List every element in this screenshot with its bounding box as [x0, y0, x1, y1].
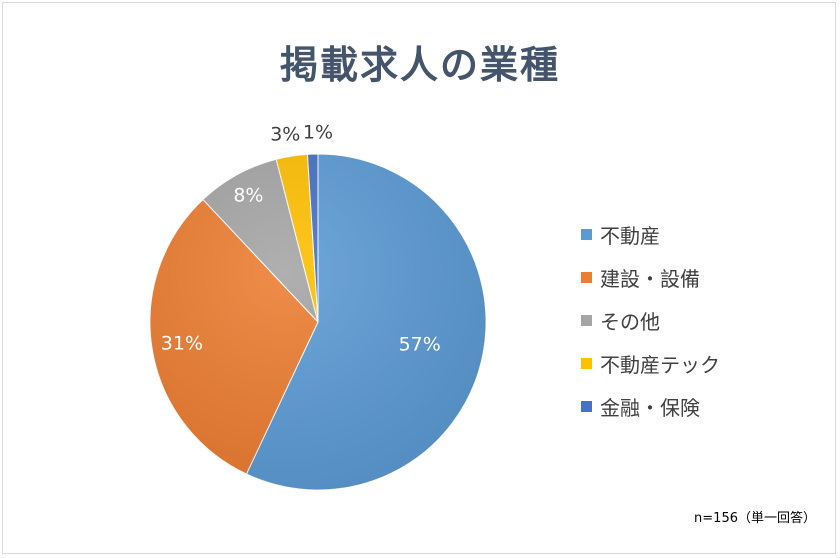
- legend-item: 建設・設備: [581, 256, 720, 299]
- legend-item: 不動産: [581, 213, 720, 256]
- legend-label: 不動産テック: [600, 353, 720, 377]
- slice-value-label: 31%: [161, 333, 203, 355]
- sample-size-note: n=156（単一回答）: [694, 511, 816, 526]
- slice-value-label: 3%: [270, 124, 300, 146]
- legend-label: その他: [600, 310, 660, 334]
- legend-label: 不動産: [600, 224, 660, 248]
- chart-legend: 不動産建設・設備その他不動産テック 金融・保険: [581, 213, 720, 428]
- legend-swatch: [581, 272, 592, 283]
- legend-swatch: [581, 358, 592, 369]
- slice-value-label: 1%: [303, 121, 333, 143]
- legend-label: 金融・保険: [600, 396, 700, 420]
- legend-label: 建設・設備: [600, 267, 700, 291]
- legend-item: その他: [581, 299, 720, 342]
- legend-item: 金融・保険: [581, 385, 720, 428]
- slice-value-label: 8%: [233, 184, 263, 206]
- legend-swatch: [581, 315, 592, 326]
- legend-item: 不動産テック: [581, 342, 720, 385]
- slice-value-label: 57%: [399, 334, 441, 356]
- legend-swatch: [581, 401, 592, 412]
- legend-swatch: [581, 229, 592, 240]
- chart-title: 掲載求人の業種: [279, 43, 560, 87]
